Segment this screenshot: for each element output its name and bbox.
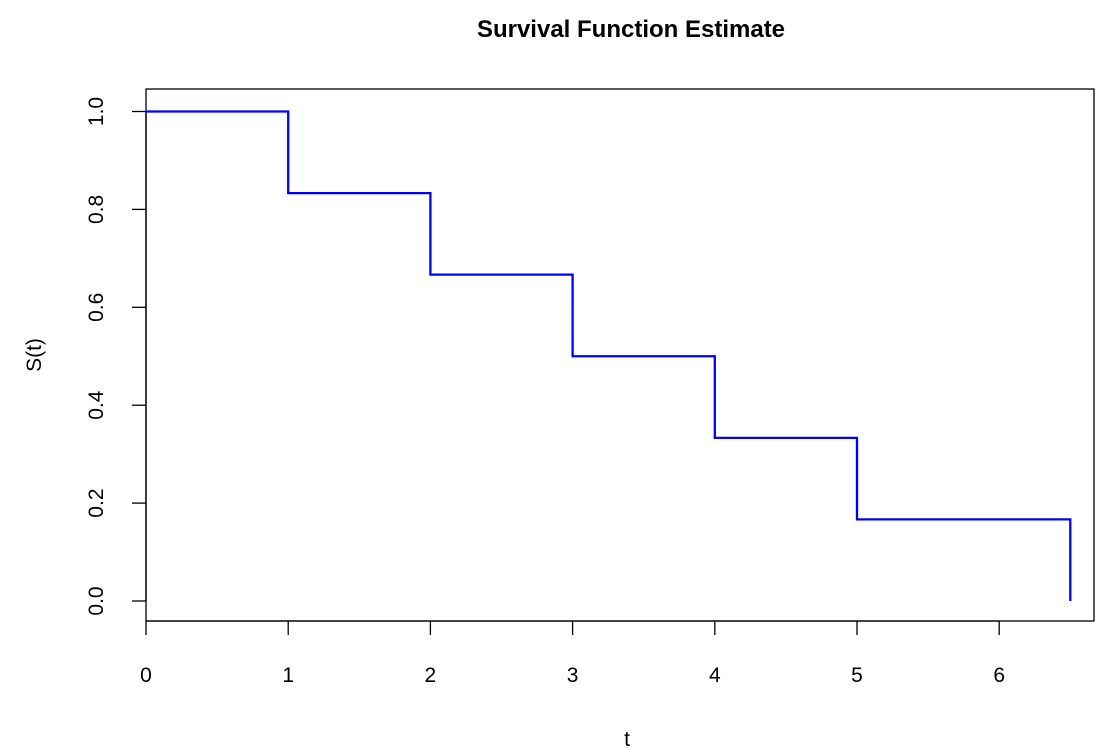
y-tick-label: 0.4 [85, 390, 108, 420]
y-tick-label: 0.6 [85, 293, 108, 322]
y-tick-label: 1.0 [85, 97, 108, 126]
survival-step-line [146, 110, 1072, 601]
y-tick-label: 0.8 [85, 195, 108, 224]
x-axis-label: t [624, 728, 630, 749]
y-axis-label: S(t) [23, 338, 46, 372]
x-tick-label: 1 [282, 664, 294, 687]
y-tick-label: 0.0 [85, 586, 108, 615]
x-tick-label: 5 [851, 664, 863, 687]
x-tick-label: 0 [140, 664, 152, 687]
chart-title: Survival Function Estimate [477, 16, 785, 43]
x-tick-label: 6 [993, 664, 1005, 687]
x-tick-label: 2 [425, 664, 437, 687]
x-axis: 0 1 2 3 4 5 6 [140, 620, 1005, 687]
y-axis: 0.0 0.2 0.4 0.6 0.8 1.0 [85, 97, 147, 616]
y-tick-label: 0.2 [85, 488, 108, 517]
series-layer [146, 110, 1072, 601]
x-tick-label: 4 [709, 664, 721, 687]
x-tick-label: 3 [567, 664, 579, 687]
